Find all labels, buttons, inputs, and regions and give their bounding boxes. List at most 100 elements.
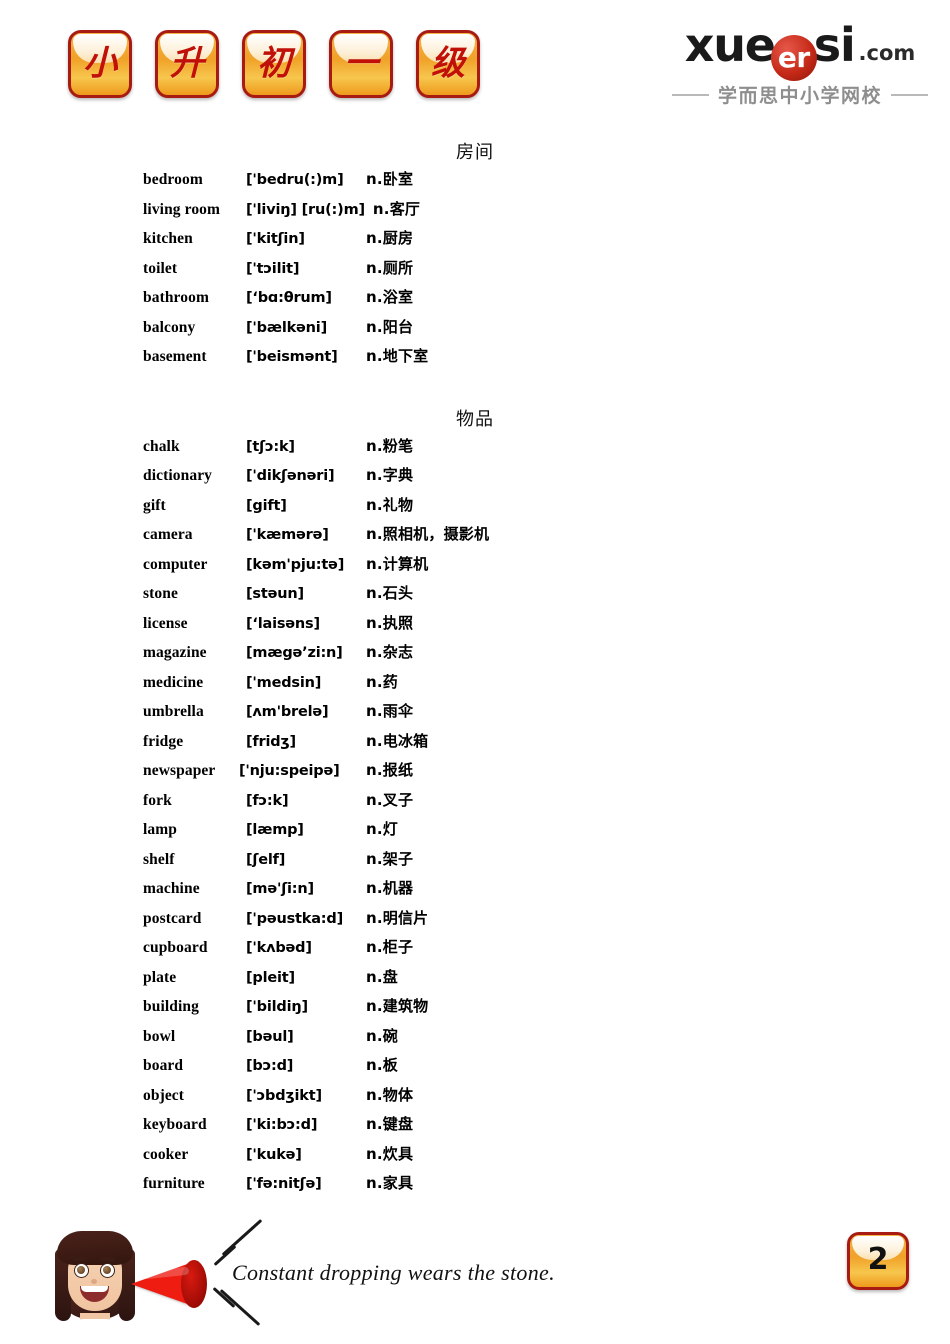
footer-quote: Constant dropping wears the stone. [232, 1260, 555, 1285]
mascot-eye-right [100, 1263, 115, 1278]
vocab-row: object ['ɔbdʒikt] n.物体 [0, 1084, 950, 1114]
vocab-row: cupboard ['kʌbəd] n.柜子 [0, 936, 950, 966]
vocab-phonetic: ['medsin] [246, 674, 322, 691]
vocab-meaning: n.明信片 [366, 908, 429, 927]
vocab-meaning: n.执照 [366, 613, 414, 632]
vocab-word: plate [143, 968, 177, 986]
vocab-word: medicine [143, 673, 204, 691]
vocab-meaning: n.炊具 [366, 1144, 414, 1163]
vocab-meaning: n.电冰箱 [366, 731, 429, 750]
vocab-phonetic: [ʃelf] [246, 851, 286, 868]
vocab-row: keyboard ['ki:bɔ:d] n.键盘 [0, 1113, 950, 1143]
vocab-word: stone [143, 585, 178, 602]
vocab-phonetic: ['ki:bɔ:d] [246, 1117, 318, 1133]
vocab-row: computer [kəm'pju:tə] n.计算机 [0, 553, 950, 583]
tile-glyph: 级 [431, 43, 465, 84]
vocab-phonetic: [fɔ:k] [246, 792, 289, 809]
vocab-word: bedroom [143, 171, 203, 188]
vocab-word: umbrella [143, 703, 204, 720]
vocab-phonetic: ['kæmərə] [246, 527, 329, 543]
vocab-word: camera [143, 526, 193, 543]
vocab-phonetic: [kəm'pju:tə] [246, 556, 345, 573]
vocab-row: stone [stəun] n.石头 [0, 582, 950, 612]
vocab-meaning: n.药 [366, 672, 398, 691]
vocab-row: kitchen ['kitʃin] n.厨房 [0, 227, 950, 257]
tile-xiao: 小 [68, 30, 132, 98]
vocab-word: building [143, 998, 199, 1015]
vocab-word: gift [143, 496, 166, 514]
tile-glyph: 升 [170, 43, 204, 84]
vocab-meaning: n.碗 [366, 1026, 398, 1045]
vocab-row: plate [pleit] n.盘 [0, 966, 950, 996]
logo-dotcom: .com [858, 41, 916, 65]
title-tile-group: 小升初一级 [68, 30, 480, 98]
page-header: 小 升 初 一 级 xue er si .com 学而思中小学网校 [0, 0, 950, 120]
vocab-row: board [bɔ:d] n.板 [0, 1054, 950, 1084]
vocab-row: bowl [bəul] n.碗 [0, 1025, 950, 1055]
vocab-phonetic: [fridʒ] [246, 733, 296, 750]
vocab-meaning: n.地下室 [366, 347, 429, 365]
vocab-meaning: n.卧室 [366, 170, 414, 188]
vocab-word: bowl [143, 1027, 176, 1045]
vocabulary-content: 房间 bedroom ['bedru(:)m] n.卧室 living room ['li… [0, 140, 950, 1202]
vocab-row: building ['bildiŋ] n.建筑物 [0, 995, 950, 1025]
vocab-word: newspaper [143, 762, 216, 779]
vocab-word: lamp [143, 821, 177, 838]
vocab-word: basement [143, 348, 207, 365]
vocab-phonetic: [pleit] [246, 969, 295, 986]
vocab-word: furniture [143, 1175, 205, 1192]
logo-text-xue: xue [684, 18, 776, 72]
vocab-word: license [143, 614, 188, 632]
vocab-list: bedroom ['bedru(:)m] n.卧室 living room ['livi… [0, 168, 950, 375]
logo-rule-right-icon [891, 93, 928, 96]
vocab-row: chalk [tʃɔ:k] n.粉笔 [0, 435, 950, 465]
vocab-row: furniture ['fə:nitʃə] n.家具 [0, 1172, 950, 1202]
vocab-phonetic: ['dikʃənəri] [246, 468, 335, 484]
vocab-row: bathroom [‘bɑ:θrum] n.浴室 [0, 286, 950, 316]
logo-rule-left-icon [672, 93, 709, 96]
vocab-meaning: n.石头 [366, 584, 414, 602]
tile-chu: 初 [242, 30, 306, 98]
vocab-meaning: n.客厅 [372, 199, 421, 218]
vocab-phonetic: ['bedru(:)m] [246, 172, 344, 188]
vocab-meaning: n.板 [366, 1056, 398, 1074]
vocab-phonetic: [stəun] [246, 586, 304, 602]
vocab-row: dictionary ['dikʃənəri] n.字典 [0, 464, 950, 494]
vocab-row: basement ['beismənt] n.地下室 [0, 345, 950, 375]
vocab-meaning: n.厕所 [366, 258, 414, 277]
vocab-phonetic: [‘bɑ:θrum] [246, 290, 332, 306]
vocab-meaning: n.字典 [366, 466, 414, 484]
vocab-row: fridge [fridʒ] n.电冰箱 [0, 730, 950, 760]
vocab-meaning: n.粉笔 [366, 436, 414, 455]
vocab-phonetic: [læmp] [246, 822, 304, 838]
vocab-row: bedroom ['bedru(:)m] n.卧室 [0, 168, 950, 198]
megaphone-icon [131, 1258, 209, 1310]
vocab-word: computer [143, 555, 208, 573]
tile-yi: 一 [329, 30, 393, 98]
vocab-row: balcony ['bælkəni] n.阳台 [0, 316, 950, 346]
vocab-word: kitchen [143, 230, 193, 247]
vocab-meaning: n.阳台 [366, 317, 414, 336]
vocab-word: machine [143, 880, 200, 897]
vocab-row: living room ['liviŋ] [ru(:)m] n.客厅 [0, 198, 950, 228]
vocab-phonetic: ['kukə] [246, 1146, 302, 1163]
vocab-phonetic: ['beismənt] [246, 349, 338, 365]
vocab-word: board [143, 1057, 184, 1074]
motion-line-3-icon [219, 1288, 261, 1327]
vocab-list: chalk [tʃɔ:k] n.粉笔 dictionary ['dikʃənəri] n.… [0, 435, 950, 1202]
vocab-meaning: n.机器 [366, 879, 414, 897]
vocab-word: keyboard [143, 1116, 207, 1133]
vocab-meaning: n.杂志 [366, 643, 414, 661]
vocab-phonetic: [mægə’zi:n] [246, 645, 343, 661]
vocab-phonetic: [bəul] [246, 1028, 294, 1045]
vocab-word: chalk [143, 437, 180, 455]
tile-ji: 级 [416, 30, 480, 98]
vocab-row: magazine [mægə’zi:n] n.杂志 [0, 641, 950, 671]
vocab-meaning: n.柜子 [366, 938, 414, 956]
vocab-row: gift [gift] n.礼物 [0, 494, 950, 524]
vocab-meaning: n.雨伞 [366, 702, 414, 720]
vocab-phonetic: [gift] [246, 497, 287, 514]
vocab-row: newspaper ['nju:speipə] n.报纸 [0, 759, 950, 789]
vocab-word: cooker [143, 1145, 189, 1163]
page-footer: Constant dropping wears the stone. 2 [0, 1218, 950, 1344]
